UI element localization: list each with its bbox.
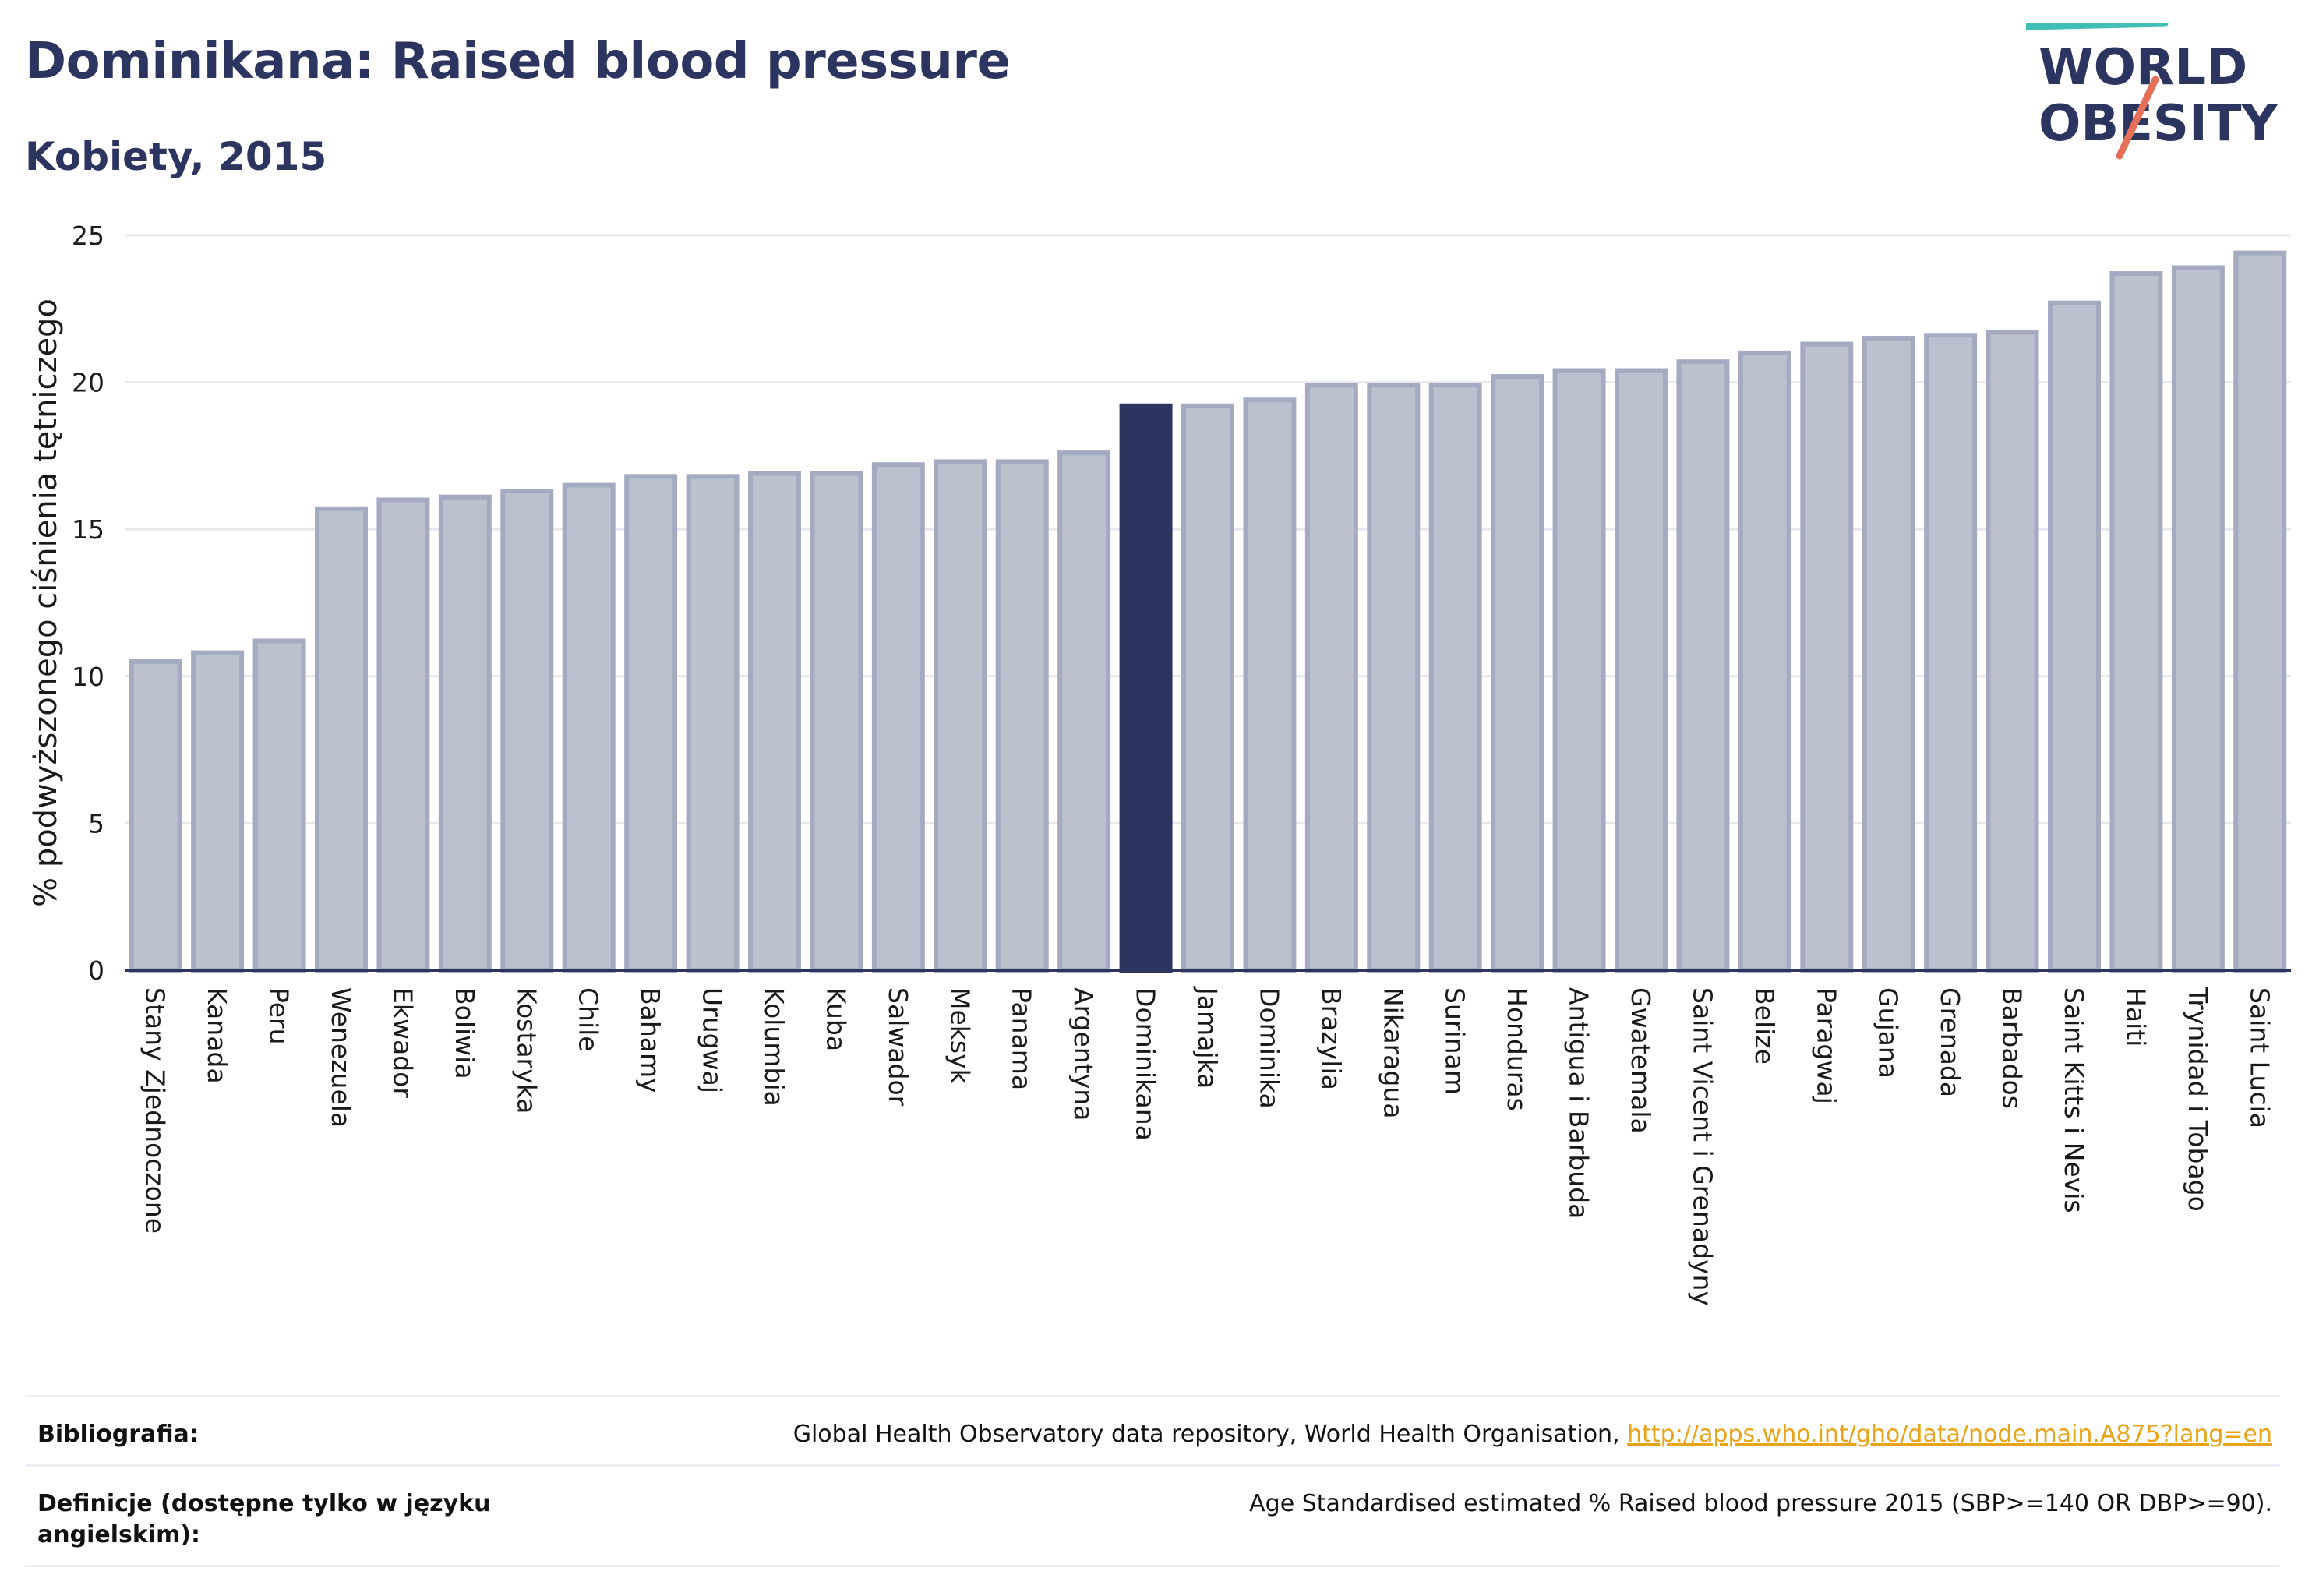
bar: [871, 462, 925, 973]
bibliography-text: Global Health Observatory data repositor…: [792, 1421, 1628, 1448]
bar: [252, 638, 306, 973]
bar: [500, 489, 554, 973]
x-category-label: Saint Vicent i Grenadyny: [1687, 987, 1717, 1306]
x-category-label: Bahamy: [635, 987, 665, 1093]
bar: [686, 474, 740, 973]
definitions-row: Definicje (dostępne tylko w języku angie…: [25, 1464, 2280, 1567]
y-axis-title: % podwyższonego ciśnienia tętniczego: [28, 298, 64, 907]
bar-highlight: [1119, 403, 1173, 973]
bar: [1552, 368, 1606, 973]
bar: [1924, 333, 1978, 973]
x-category-label: Kolumbia: [759, 987, 789, 1107]
bar: [934, 459, 987, 973]
bar: [1304, 383, 1358, 973]
x-category-label: Dominikana: [1131, 987, 1161, 1141]
y-tick-label: 20: [72, 368, 104, 398]
bar: [2171, 265, 2225, 973]
page-title: Dominikana: Raised blood pressure: [25, 33, 1011, 90]
bar: [1986, 330, 2039, 973]
x-category-label: Gujana: [1873, 987, 1904, 1079]
bar: [1057, 450, 1111, 973]
x-category-label: Saint Lucia: [2244, 987, 2275, 1128]
bar: [1738, 350, 1791, 973]
bibliography-value: Global Health Observatory data repositor…: [793, 1419, 2272, 1450]
bar: [315, 506, 368, 973]
x-category-label: Salwador: [883, 987, 913, 1107]
x-category-label: Ekwador: [387, 987, 418, 1098]
definitions-value: Age Standardised estimated % Raised bloo…: [1249, 1490, 2272, 1517]
x-category-label: Jamajka: [1192, 986, 1223, 1089]
y-tick-label: 5: [88, 808, 104, 839]
x-category-label: Antigua i Barbuda: [1564, 987, 1594, 1219]
bar: [1862, 336, 1915, 973]
x-category-label: Trynidad i Tobago: [2183, 987, 2213, 1212]
x-category-label: Dominika: [1254, 987, 1284, 1109]
bar: [1491, 374, 1544, 973]
x-category-label: Chile: [574, 987, 604, 1052]
page-subtitle: Kobiety, 2015: [25, 134, 327, 179]
bar: [1676, 359, 1730, 973]
x-category-label: Peru: [264, 987, 295, 1045]
x-category-label: Saint Kitts i Nevis: [2059, 987, 2089, 1213]
x-category-label: Grenada: [1935, 987, 1965, 1097]
bar: [624, 474, 678, 973]
bar: [562, 482, 616, 973]
x-category-label: Kuba: [821, 987, 851, 1051]
y-tick-label: 10: [72, 662, 104, 692]
x-category-label: Wenezuela: [326, 987, 356, 1128]
x-category-label: Urugwaj: [697, 987, 728, 1093]
logo-word-2: OBESITY: [2038, 95, 2278, 153]
x-category-label: Panama: [1007, 987, 1037, 1090]
bar: [376, 497, 430, 973]
x-category-label: Kanada: [202, 987, 232, 1084]
x-category-label: Argentyna: [1068, 987, 1099, 1121]
logo-word-1: WORLD: [2038, 39, 2247, 97]
bar: [1367, 383, 1421, 973]
definitions-label: Definicje (dostępne tylko w języku angie…: [37, 1490, 491, 1548]
x-category-label: Stany Zjednoczone: [140, 987, 171, 1234]
bar: [1615, 368, 1668, 973]
bar: [1243, 397, 1297, 973]
bar: [810, 471, 863, 973]
y-tick-label: 25: [72, 221, 104, 251]
x-category-label: Gwatemala: [1626, 987, 1656, 1134]
x-category-label: Brazylia: [1316, 987, 1347, 1090]
logo-slash-teal: [2026, 23, 2169, 30]
bar: [191, 650, 245, 973]
bibliography-link[interactable]: http://apps.who.int/gho/data/node.main.A…: [1627, 1421, 2272, 1448]
bar: [2048, 300, 2101, 973]
footer: Bibliografia: Global Health Observatory …: [25, 1395, 2280, 1567]
x-category-label: Barbados: [1997, 987, 2028, 1109]
logo-slash-coral: [2116, 76, 2159, 160]
x-category-label: Honduras: [1502, 987, 1532, 1111]
x-category-label: Belize: [1749, 987, 1780, 1065]
x-category-label: Paragwaj: [1811, 987, 1841, 1104]
bar: [2109, 271, 2163, 973]
x-category-label: Haiti: [2120, 987, 2151, 1047]
y-tick-label: 15: [72, 514, 104, 545]
bibliography-label: Bibliografia:: [37, 1421, 199, 1448]
world-obesity-logo: WORLD OBESITY: [2026, 23, 2278, 160]
bar: [2233, 250, 2287, 973]
bar: [995, 459, 1049, 973]
bar: [1181, 403, 1234, 973]
y-tick-label: 0: [88, 955, 104, 986]
x-category-label: Surinam: [1440, 987, 1470, 1095]
bar-chart: 0 5 10 15 20 25 Stany Zjednoczone Kanada Peru Wen…: [28, 221, 2291, 1306]
bar: [1428, 383, 1482, 973]
x-category-label: Kostaryka: [511, 987, 542, 1114]
bar: [1800, 341, 1854, 973]
bar: [129, 659, 182, 973]
bar: [438, 494, 492, 973]
x-category-label: Meksyk: [944, 987, 975, 1085]
x-category-label: Nikaragua: [1378, 987, 1408, 1118]
bar: [748, 471, 801, 973]
bibliography-row: Bibliografia: Global Health Observatory …: [25, 1395, 2280, 1464]
x-category-label: Boliwia: [450, 987, 480, 1079]
